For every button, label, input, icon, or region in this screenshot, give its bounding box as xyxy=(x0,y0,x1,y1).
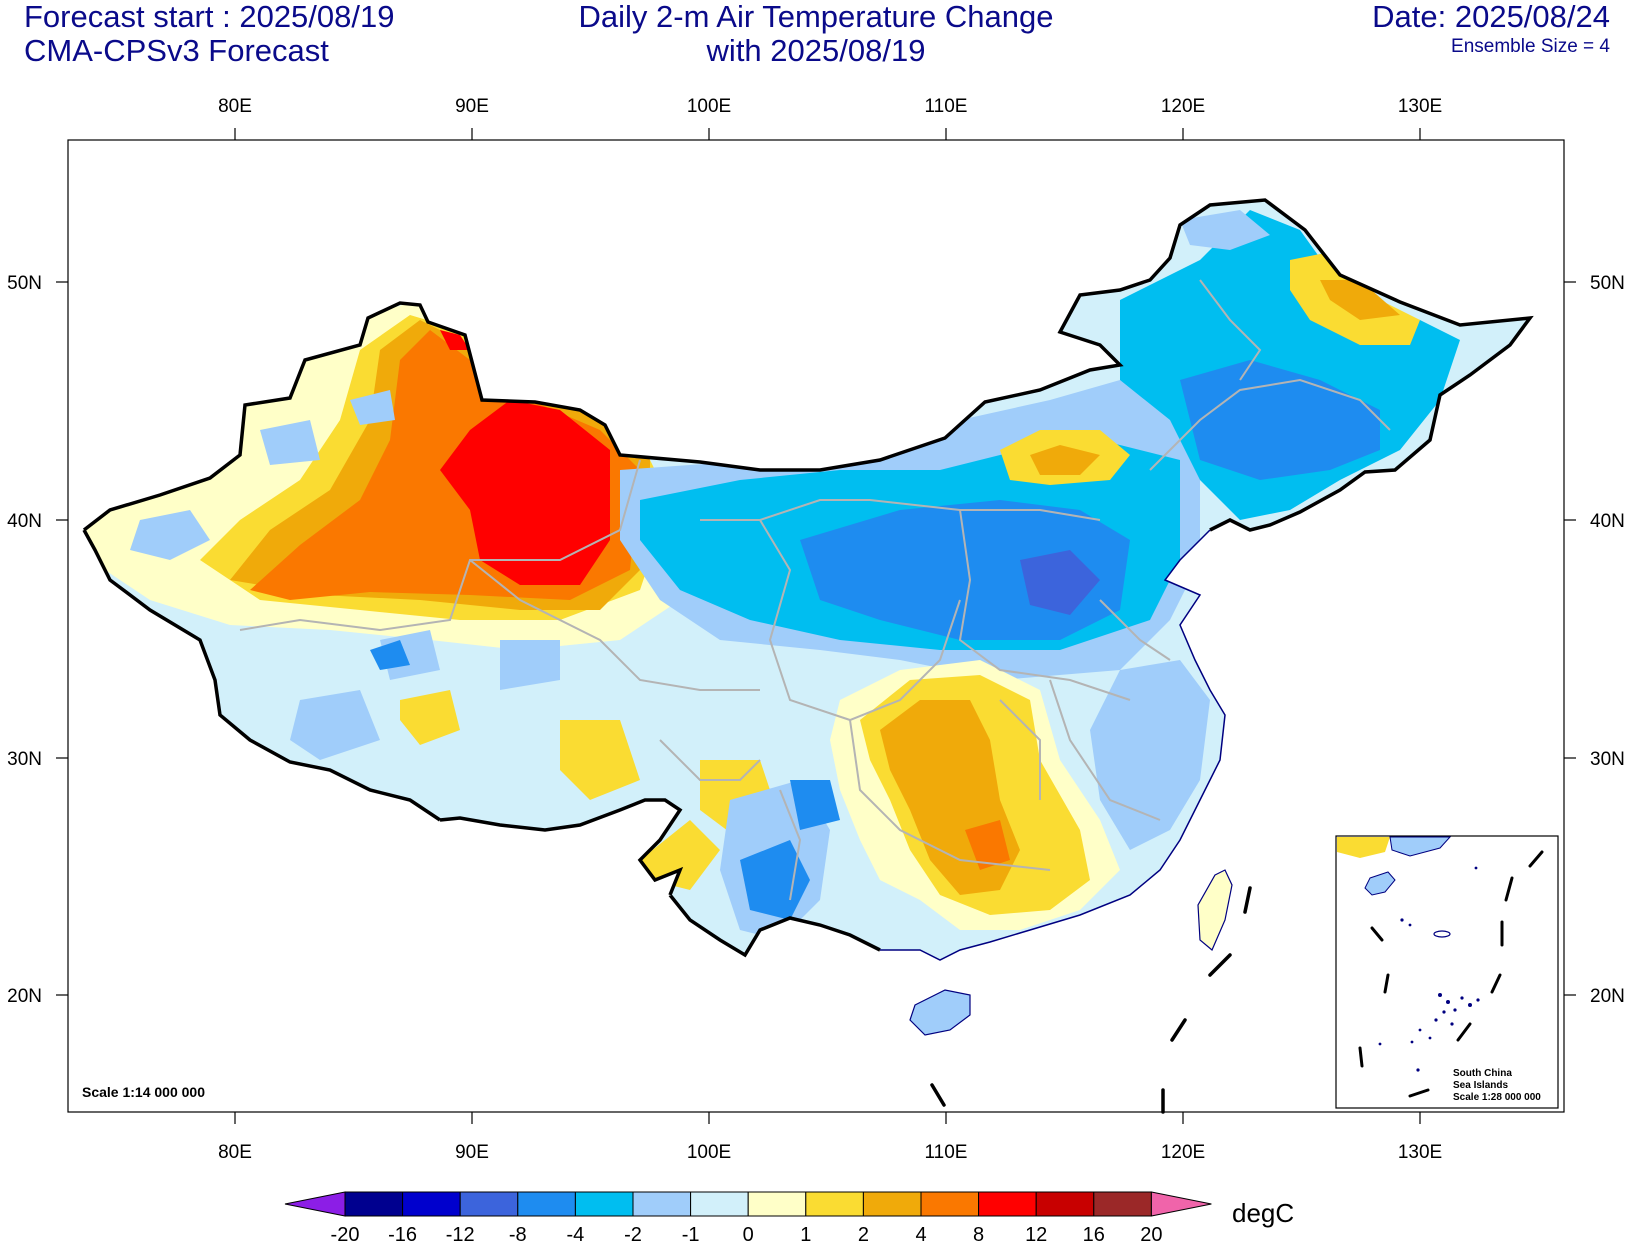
colorbar-swatch xyxy=(1093,1191,1152,1217)
lon-label-bottom: 110E xyxy=(925,1142,968,1163)
colorbar-label: 4 xyxy=(915,1224,926,1241)
colorbar-swatch xyxy=(632,1191,692,1217)
lon-label-bottom: 130E xyxy=(1398,1142,1442,1163)
colorbar-label: -12 xyxy=(446,1224,475,1241)
lon-label-top: 110E xyxy=(925,96,968,117)
lon-label-top: 100E xyxy=(687,96,731,117)
coastline xyxy=(880,529,1226,961)
lon-label-top: 80E xyxy=(218,96,252,117)
ensemble-size-label: Ensemble Size = 4 xyxy=(1451,36,1610,57)
national-border xyxy=(82,198,1534,958)
forecast-start-label: Forecast start : 2025/08/19 xyxy=(24,0,395,34)
valid-date-label: Date: 2025/08/24 xyxy=(1372,0,1610,34)
colorbar-label: 12 xyxy=(1025,1224,1047,1241)
lat-label-left: 30N xyxy=(7,749,42,770)
maritime-boundary-dashes xyxy=(930,886,1252,1114)
colorbar-label: 8 xyxy=(973,1224,984,1241)
lat-label-left: 20N xyxy=(7,986,42,1007)
colorbar-label: -4 xyxy=(567,1224,585,1241)
lat-label-left: 50N xyxy=(7,273,42,294)
lat-label-right: 20N xyxy=(1590,986,1625,1007)
axis-ticks xyxy=(56,128,1576,1124)
taiwan-island xyxy=(1197,869,1233,951)
colorbar-label: 1 xyxy=(800,1224,811,1241)
colorbar-label: 20 xyxy=(1140,1224,1162,1241)
lon-label-top: 120E xyxy=(1161,96,1205,117)
colorbar-unit: degC xyxy=(1232,1198,1294,1228)
colorbar-swatch xyxy=(805,1191,864,1217)
colorbar-swatch xyxy=(862,1191,922,1217)
colorbar-swatch xyxy=(574,1191,634,1217)
inset-title-2: Sea Islands xyxy=(1453,1080,1508,1091)
colorbar-swatch xyxy=(517,1191,576,1217)
inset-scale: Scale 1:28 000 000 xyxy=(1453,1092,1541,1103)
colorbar: -20 -16 -12 -8 -4 -2 -1 0 1 2 4 8 12 16 20 xyxy=(284,1191,1212,1241)
colorbar-swatch xyxy=(402,1191,461,1217)
lat-label-right: 30N xyxy=(1590,749,1625,770)
colorbar-label: -2 xyxy=(624,1224,642,1241)
colorbar-swatch xyxy=(1035,1191,1095,1217)
lat-label-right: 50N xyxy=(1590,273,1625,294)
colorbar-label: -1 xyxy=(682,1224,700,1241)
title-line-2: with 2025/08/19 xyxy=(706,33,926,68)
province-boundaries xyxy=(239,279,1391,901)
colorbar-swatch xyxy=(920,1191,980,1217)
colorbar-under-triangle xyxy=(284,1191,346,1217)
colorbar-label: -8 xyxy=(509,1224,527,1241)
colorbar-over-triangle xyxy=(1150,1191,1212,1217)
lon-label-bottom: 100E xyxy=(687,1142,731,1163)
colorbar-swatch xyxy=(978,1191,1037,1217)
colorbar-label: -20 xyxy=(331,1224,360,1241)
model-label: CMA-CPSv3 Forecast xyxy=(24,33,329,68)
hainan-island xyxy=(909,989,971,1036)
inset-title-1: South China xyxy=(1453,1068,1512,1079)
south-china-sea-inset: South China Sea Islands Scale 1:28 000 0… xyxy=(1335,835,1559,1109)
lon-label-bottom: 90E xyxy=(455,1142,489,1163)
colorbar-swatch xyxy=(747,1191,807,1217)
colorbar-swatch xyxy=(690,1191,749,1217)
lat-label-left: 40N xyxy=(7,511,42,532)
lon-label-top: 90E xyxy=(455,96,489,117)
colorbar-swatch xyxy=(344,1191,404,1217)
lon-label-bottom: 80E xyxy=(218,1142,252,1163)
lat-label-right: 40N xyxy=(1590,511,1625,532)
colorbar-swatch xyxy=(459,1191,519,1217)
colorbar-label: -16 xyxy=(388,1224,417,1241)
title-line-1: Daily 2-m Air Temperature Change xyxy=(578,0,1054,34)
colorbar-label: 0 xyxy=(743,1224,754,1241)
lon-label-top: 130E xyxy=(1398,96,1442,117)
colorbar-label: 2 xyxy=(858,1224,869,1241)
lon-label-bottom: 120E xyxy=(1161,1142,1205,1163)
map-scale-label: Scale 1:14 000 000 xyxy=(82,1084,205,1100)
colorbar-label: 16 xyxy=(1083,1224,1105,1241)
